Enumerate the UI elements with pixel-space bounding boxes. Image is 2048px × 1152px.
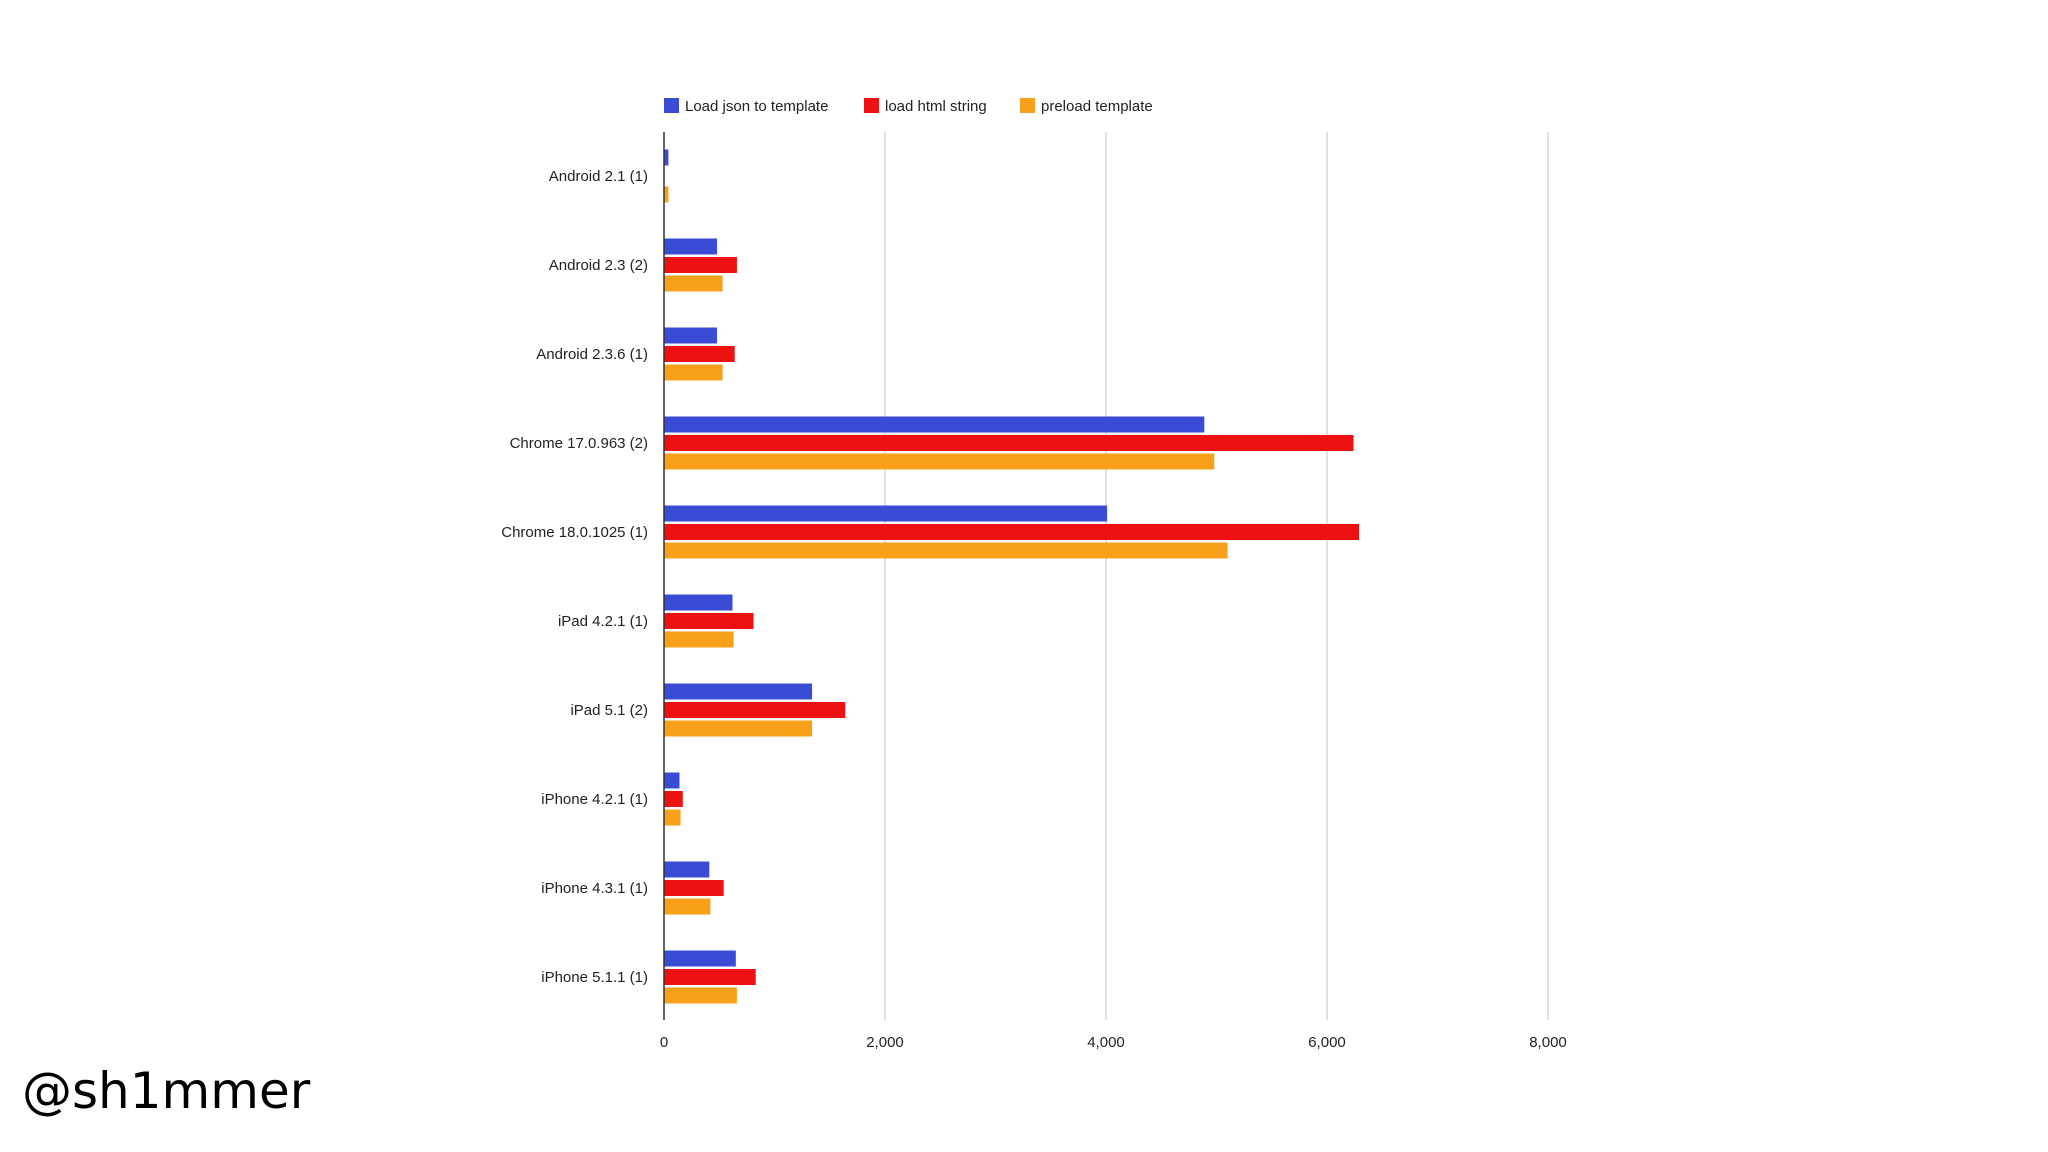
bar xyxy=(664,683,813,700)
bar xyxy=(664,969,756,985)
bar xyxy=(664,416,1205,433)
gridlines xyxy=(884,132,1549,1020)
legend-label: load html string xyxy=(885,98,987,115)
x-tick-label: 6,000 xyxy=(1308,1034,1346,1051)
category-label: Android 2.1 (1) xyxy=(549,168,648,185)
category-label: Chrome 18.0.1025 (1) xyxy=(501,524,648,541)
bar xyxy=(664,346,735,362)
category-label: Android 2.3.6 (1) xyxy=(536,346,648,363)
category-label: iPad 5.1 (2) xyxy=(570,702,648,719)
bar xyxy=(664,898,711,915)
category-label: iPad 4.2.1 (1) xyxy=(558,613,648,630)
bar xyxy=(664,772,680,789)
bar xyxy=(664,435,1354,451)
legend-label: preload template xyxy=(1041,98,1153,115)
bar xyxy=(664,594,733,611)
bar xyxy=(664,364,723,381)
bar xyxy=(664,453,1215,470)
bar xyxy=(664,791,683,807)
category-label: Chrome 17.0.963 (2) xyxy=(510,435,648,452)
x-tick-label: 4,000 xyxy=(1087,1034,1125,1051)
x-axis-ticks: 0 2,000 4,000 6,000 8,000 xyxy=(660,1034,1567,1051)
category-labels: Android 2.1 (1) Android 2.3 (2) Android 2.… xyxy=(501,168,648,986)
bar xyxy=(664,880,724,896)
category-label: Android 2.3 (2) xyxy=(549,257,648,274)
bar xyxy=(664,613,754,629)
bar xyxy=(664,861,710,878)
legend-label: Load json to template xyxy=(685,98,828,115)
author-credit: @sh1mmer xyxy=(22,1062,311,1120)
bar xyxy=(664,987,737,1004)
bar xyxy=(664,238,718,255)
x-tick-label: 2,000 xyxy=(866,1034,904,1051)
x-tick-label: 0 xyxy=(660,1034,668,1051)
bar xyxy=(664,257,737,273)
x-tick-label: 8,000 xyxy=(1529,1034,1567,1051)
bar xyxy=(664,702,846,718)
legend-swatch xyxy=(864,98,879,113)
bar xyxy=(664,149,669,166)
category-label: iPhone 4.3.1 (1) xyxy=(541,880,648,897)
bars xyxy=(664,149,1360,1004)
bar xyxy=(664,186,669,203)
category-label: iPhone 4.2.1 (1) xyxy=(541,791,648,808)
bar xyxy=(664,275,723,292)
bar xyxy=(664,542,1228,559)
bar xyxy=(664,327,718,344)
bar xyxy=(664,631,734,648)
legend-swatch xyxy=(1020,98,1035,113)
bar xyxy=(664,950,736,967)
category-label: iPhone 5.1.1 (1) xyxy=(541,969,648,986)
legend: Load json to template load html string pre… xyxy=(664,98,1153,115)
bar xyxy=(664,524,1360,540)
bar xyxy=(664,505,1108,522)
bar xyxy=(664,720,813,737)
bar xyxy=(664,809,681,826)
legend-swatch xyxy=(664,98,679,113)
